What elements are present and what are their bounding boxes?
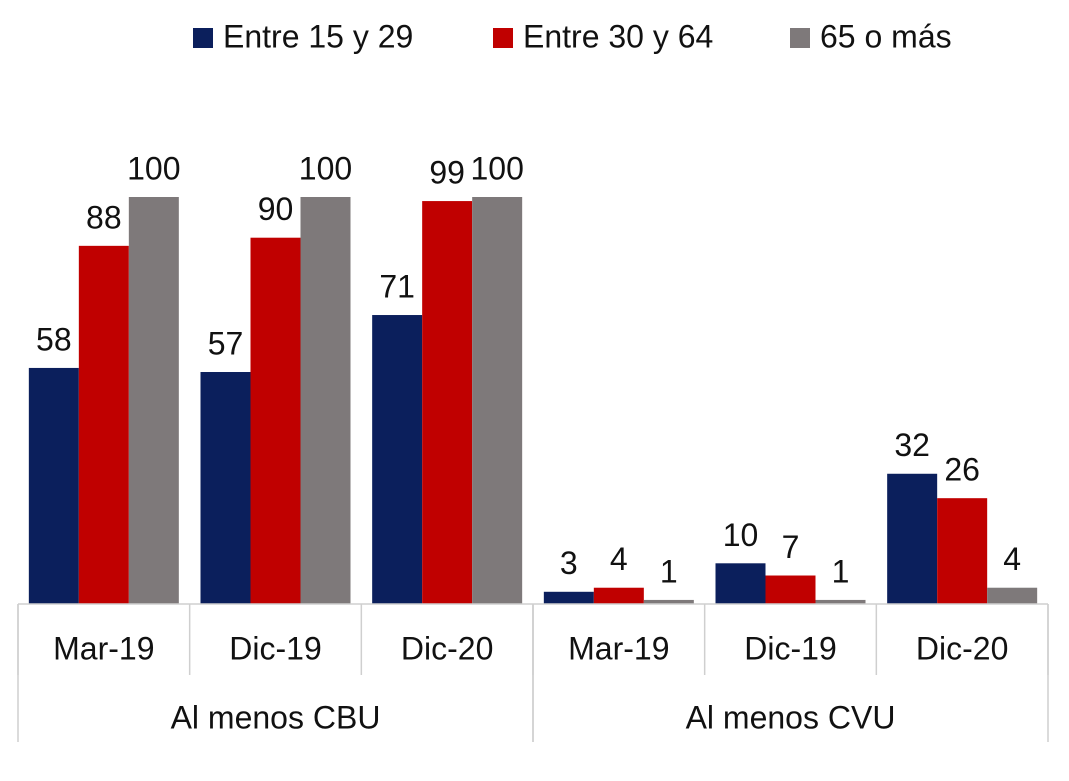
legend-label: Entre 30 y 64	[523, 18, 713, 54]
bar	[643, 599, 694, 604]
legend-swatch	[790, 28, 810, 48]
data-label: 32	[894, 427, 930, 463]
group-label: Al menos CVU	[686, 699, 896, 735]
bar	[78, 245, 129, 604]
bar	[472, 197, 523, 604]
x-tick-label: Dic-20	[916, 630, 1008, 666]
legend-swatch	[493, 28, 513, 48]
bar	[715, 563, 766, 604]
data-label: 99	[429, 155, 465, 191]
data-label: 71	[379, 268, 415, 304]
bar	[28, 367, 79, 604]
bar	[543, 591, 594, 604]
data-label: 10	[723, 517, 759, 553]
data-label: 100	[299, 150, 352, 186]
data-label: 100	[470, 150, 523, 186]
data-label: 7	[782, 529, 800, 565]
bar	[372, 315, 423, 604]
data-label: 26	[944, 452, 980, 488]
bar	[815, 599, 866, 604]
bar	[887, 473, 938, 604]
bar	[422, 201, 473, 604]
x-tick-label: Mar-19	[53, 630, 154, 666]
legend-label: Entre 15 y 29	[223, 18, 413, 54]
x-tick-label: Mar-19	[568, 630, 669, 666]
data-label: 1	[832, 553, 850, 589]
group-label: Al menos CBU	[171, 699, 381, 735]
bar	[128, 197, 179, 604]
data-label: 90	[258, 191, 294, 227]
data-label: 4	[610, 541, 628, 577]
data-label: 58	[36, 321, 72, 357]
bar	[593, 587, 644, 604]
legend-swatch	[193, 28, 213, 48]
data-label: 100	[127, 150, 180, 186]
bar	[250, 237, 301, 604]
x-tick-label: Dic-19	[744, 630, 836, 666]
data-label: 88	[86, 199, 122, 235]
bar	[200, 372, 251, 604]
bar	[300, 197, 351, 604]
bar	[937, 498, 988, 604]
x-tick-label: Dic-19	[229, 630, 321, 666]
legend-label: 65 o más	[820, 18, 952, 54]
bar	[765, 575, 816, 604]
bar	[987, 587, 1038, 604]
x-tick-label: Dic-20	[401, 630, 493, 666]
data-label: 3	[560, 545, 578, 581]
data-label: 57	[208, 325, 244, 361]
data-label: 4	[1003, 541, 1021, 577]
data-label: 1	[660, 553, 678, 589]
